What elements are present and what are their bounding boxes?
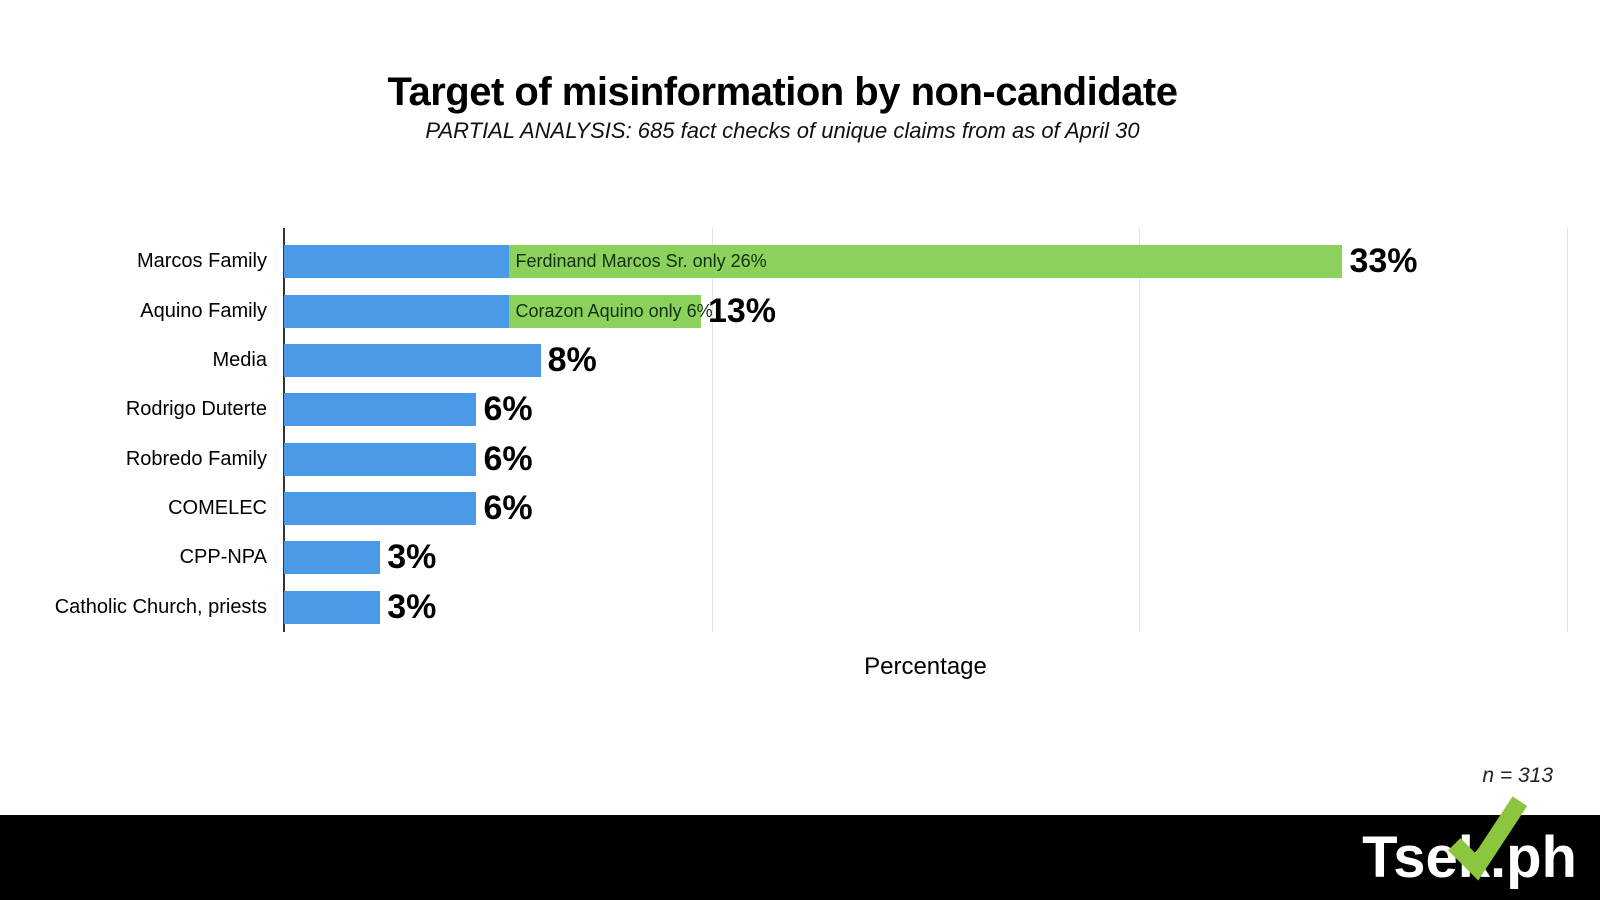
bar-segment-blue [284, 442, 477, 476]
bar-zone: 3% [284, 533, 1567, 582]
bar-segment-label: Corazon Aquino only 6% [515, 300, 713, 321]
bar-zone: 3% [284, 583, 1567, 632]
category-label: Robredo Family [125, 447, 267, 470]
value-label: 6% [483, 390, 533, 429]
logo-k-wrap: k [1447, 795, 1527, 887]
bar-segment-blue [284, 245, 509, 279]
bar [284, 492, 477, 526]
footer-bar: Tse k .ph [0, 795, 1600, 900]
category-label: Rodrigo Duterte [125, 398, 267, 421]
tsek-ph-logo: Tse k .ph [1362, 795, 1577, 890]
bar-zone: Corazon Aquino only 6% 13% [284, 286, 1567, 335]
value-label: 8% [547, 340, 597, 379]
chart-row: Robredo Family 6% [0, 435, 1567, 484]
value-label: 6% [483, 439, 533, 478]
gridline [1139, 228, 1141, 632]
bar-segment-blue [284, 590, 381, 624]
category-label: CPP-NPA [179, 546, 267, 569]
bar [284, 393, 477, 427]
x-axis-label: Percentage [864, 653, 987, 680]
bar-zone: 6% [284, 435, 1567, 484]
plot-area [283, 228, 1568, 632]
chart-subtitle: PARTIAL ANALYSIS: 685 fact checks of uni… [425, 118, 1140, 143]
value-label: 33% [1349, 242, 1418, 281]
bar: Corazon Aquino only 6% [284, 294, 713, 328]
bar-segment-green: Corazon Aquino only 6% [508, 294, 713, 328]
bar-segment-blue [284, 343, 541, 377]
bar-zone: 6% [284, 484, 1567, 533]
value-label: 13% [707, 291, 777, 330]
chart-title: Target of misinformation by non-candidat… [387, 70, 1178, 114]
bar [284, 590, 381, 624]
bar-segment-label: Ferdinand Marcos Sr. only 26% [515, 251, 767, 272]
bar-segment-blue [284, 294, 509, 328]
category-label: Aquino Family [140, 299, 267, 322]
y-axis-line [283, 228, 285, 632]
bar-segment-blue [284, 492, 477, 526]
chart-row: Rodrigo Duterte 6% [0, 385, 1567, 434]
chart-row: Marcos Family Ferdinand Marcos Sr. only 2… [0, 237, 1567, 286]
chart-row: Catholic Church, priests 3% [0, 583, 1567, 632]
bar-segment-blue [284, 393, 477, 427]
bar: Ferdinand Marcos Sr. only 26% [284, 245, 1343, 279]
bar-segment-green: Ferdinand Marcos Sr. only 26% [508, 245, 1343, 279]
bar [284, 442, 477, 476]
chart-row: COMELEC 6% [0, 484, 1567, 533]
value-label: 3% [387, 587, 437, 626]
bar-segment-blue [284, 541, 381, 575]
bar-zone: 6% [284, 385, 1567, 434]
chart-row: Aquino Family Corazon Aquino only 6% 13% [0, 286, 1567, 335]
chart-rows: Marcos Family Ferdinand Marcos Sr. only 2… [0, 237, 1567, 632]
category-label: Media [212, 348, 267, 371]
gridline [1567, 228, 1568, 632]
sample-size-note: n = 313 [1482, 764, 1553, 787]
gridline [711, 228, 713, 632]
logo-text-prefix: Tse [1362, 824, 1458, 890]
bar-zone: Ferdinand Marcos Sr. only 26% 33% [284, 237, 1567, 286]
check-icon [1447, 795, 1527, 881]
bar-zone: 8% [284, 336, 1567, 385]
category-label: Marcos Family [136, 250, 267, 273]
chart-row: CPP-NPA 3% [0, 533, 1567, 582]
chart-row: Media 8% [0, 336, 1567, 385]
bar [284, 343, 541, 377]
bar [284, 541, 381, 575]
value-label: 6% [483, 489, 533, 528]
category-label: Catholic Church, priests [54, 595, 267, 618]
category-label: COMELEC [168, 497, 267, 520]
value-label: 3% [387, 538, 437, 577]
